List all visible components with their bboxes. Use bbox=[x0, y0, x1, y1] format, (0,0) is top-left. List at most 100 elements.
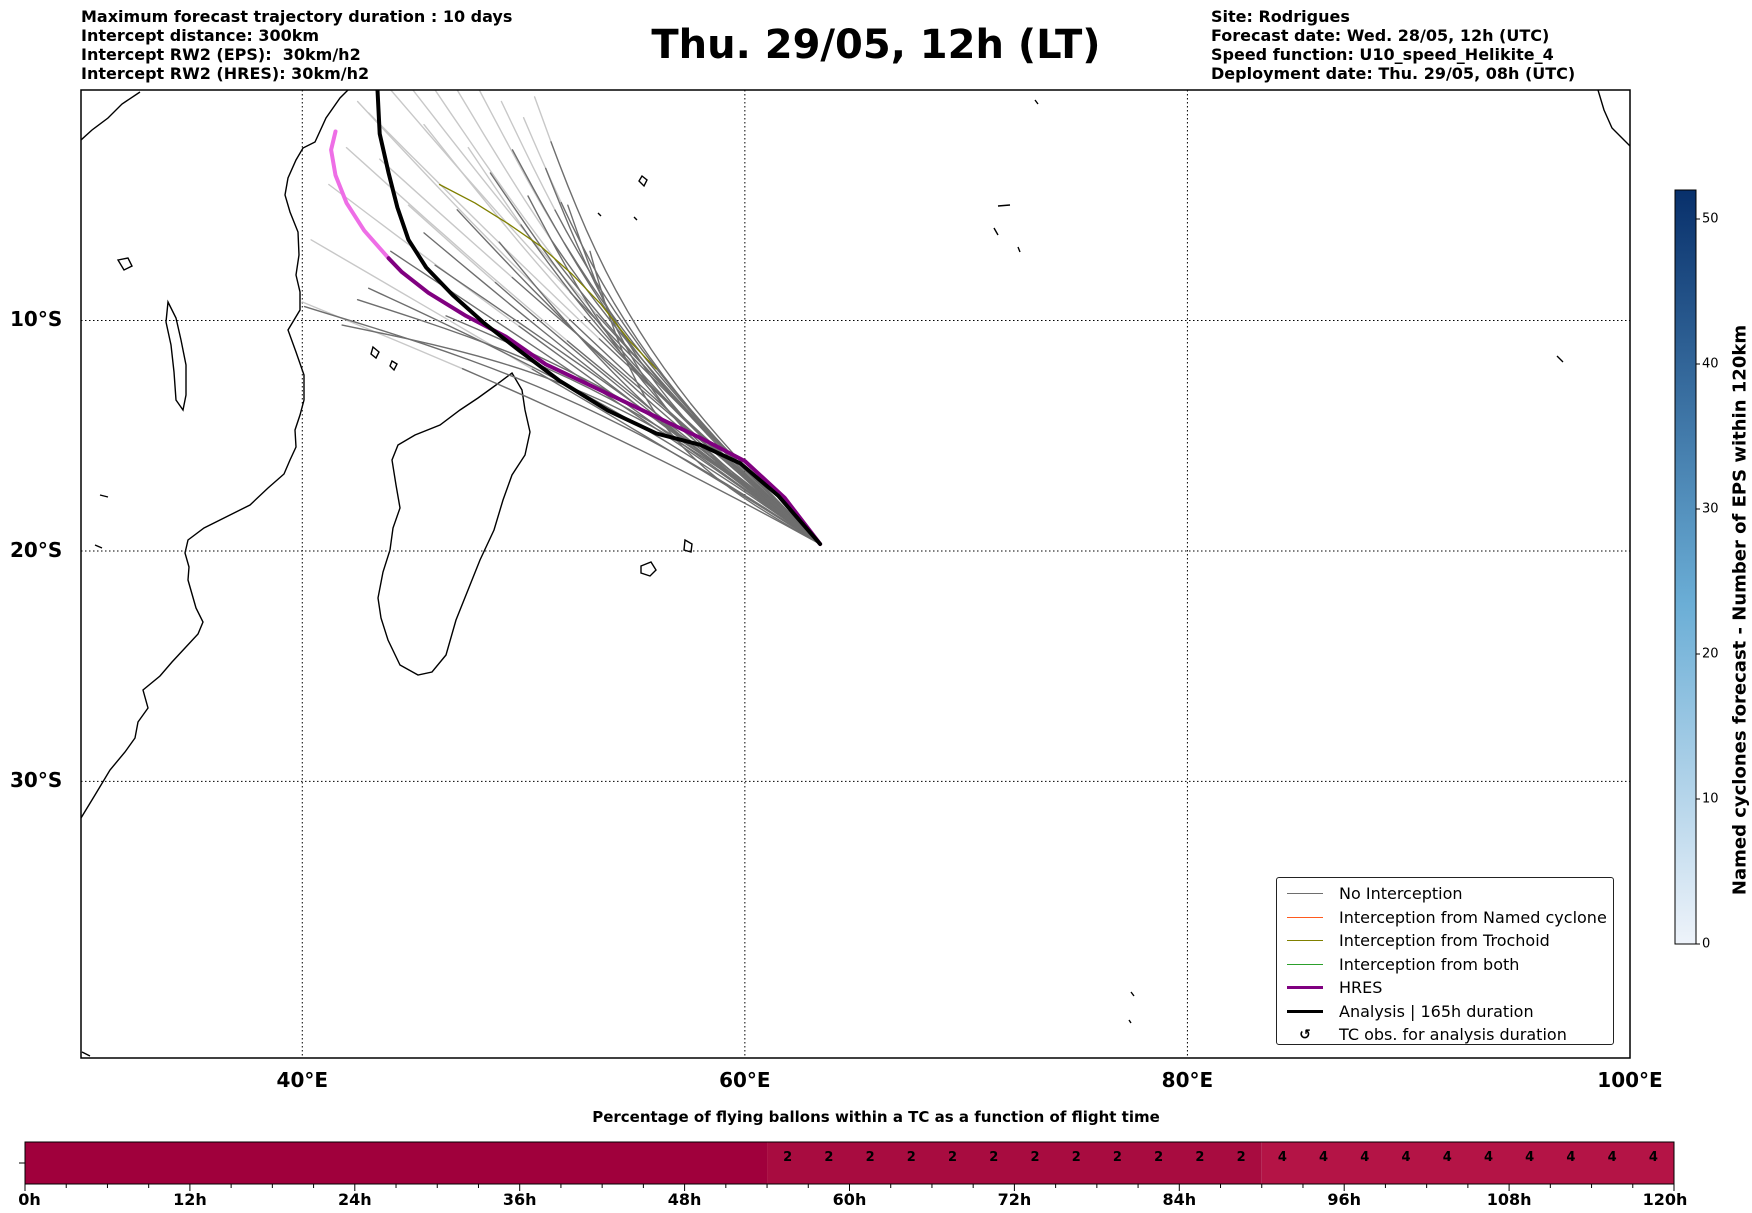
site-text: Site: Rodrigues bbox=[1211, 7, 1350, 26]
ensemble-track bbox=[527, 195, 821, 545]
legend-line bbox=[1287, 916, 1323, 918]
ensemble-track bbox=[511, 149, 821, 545]
small-islands bbox=[81, 99, 1564, 1057]
legend-item: Interception from Named cyclone bbox=[1277, 906, 1613, 930]
flight-time-label: 108h bbox=[1486, 1190, 1532, 1209]
percentage-cell-value: 2 bbox=[1071, 1150, 1081, 1165]
legend-line bbox=[1287, 893, 1323, 895]
legend-label: Analysis | 165h duration bbox=[1339, 1001, 1534, 1021]
ensemble-track-faded bbox=[423, 123, 586, 318]
colorbar-label: Named cyclones forecast - Number of EPS … bbox=[1729, 324, 1751, 896]
comoros-island bbox=[370, 345, 380, 360]
flight-time-label: 60h bbox=[832, 1190, 867, 1209]
ensemble-track-faded bbox=[345, 146, 569, 342]
header-right: Site: Rodrigues Forecast date: Wed. 28/0… bbox=[1211, 7, 1575, 83]
ensemble-track-faded bbox=[301, 301, 464, 370]
percentage-segment bbox=[767, 1142, 1262, 1184]
ensemble-track bbox=[498, 241, 821, 545]
africa-coastline bbox=[81, 90, 349, 819]
percentage-cell-value: 2 bbox=[948, 1150, 958, 1165]
legend-line-swatch bbox=[1285, 893, 1325, 895]
longitude-label: 80°E bbox=[1161, 1068, 1214, 1092]
percentage-cell-value: 4 bbox=[1607, 1150, 1617, 1165]
percentage-cell-value: 2 bbox=[1112, 1150, 1122, 1165]
legend-line bbox=[1287, 963, 1323, 965]
flight-time-label: 24h bbox=[337, 1190, 372, 1209]
flight-time-label: 96h bbox=[1327, 1190, 1362, 1209]
colorbar-tick-label: 30 bbox=[1702, 501, 1719, 517]
lake-outline bbox=[165, 299, 187, 412]
percentage-cell-value: 4 bbox=[1525, 1150, 1535, 1165]
ensemble-track-faded bbox=[467, 146, 522, 226]
percentage-cell-value: 2 bbox=[1195, 1150, 1205, 1165]
percentage-cell-value: 4 bbox=[1401, 1150, 1411, 1165]
chagos-islands bbox=[993, 204, 1021, 253]
ensemble-track bbox=[545, 167, 821, 545]
percentage-cell-value: 4 bbox=[1648, 1150, 1658, 1165]
ensemble-track-faded bbox=[533, 96, 552, 143]
reunion-island bbox=[640, 561, 657, 577]
legend-line-swatch bbox=[1285, 916, 1325, 918]
mayotte-island bbox=[389, 359, 398, 372]
mauritius-island bbox=[683, 538, 693, 553]
percentage-bar-title: Percentage of flying ballons within a TC… bbox=[592, 1108, 1160, 1126]
legend-item: HRES bbox=[1277, 976, 1613, 1000]
intercept-distance-text: Intercept distance: 300km bbox=[81, 26, 320, 45]
percentage-bar bbox=[19, 1141, 1675, 1191]
percentage-cell-value: 2 bbox=[1236, 1150, 1246, 1165]
ensemble-track-faded bbox=[328, 183, 520, 327]
ensemble-track-faded bbox=[390, 90, 571, 294]
lake-outline-2 bbox=[116, 257, 133, 271]
legend-label: HRES bbox=[1339, 978, 1383, 998]
ensemble-track-faded bbox=[434, 90, 556, 261]
ensemble-track bbox=[461, 368, 821, 545]
legend-item: Interception from Trochoid bbox=[1277, 929, 1613, 953]
red-sea-coast bbox=[81, 91, 141, 141]
flight-time-label: 36h bbox=[502, 1190, 537, 1209]
flight-time-label: 120h bbox=[1642, 1190, 1688, 1209]
colorbar-tick-label: 40 bbox=[1702, 356, 1719, 372]
flight-time-label: 84h bbox=[1162, 1190, 1197, 1209]
indonesia-coast bbox=[1597, 90, 1630, 147]
ensemble-track bbox=[520, 224, 821, 545]
percentage-cell-value: 2 bbox=[824, 1150, 834, 1165]
deployment-date-text: Deployment date: Thu. 29/05, 08h (UTC) bbox=[1211, 64, 1576, 83]
map bbox=[80, 89, 1631, 1059]
percentage-cell-value: 4 bbox=[1566, 1150, 1576, 1165]
ensemble-track bbox=[390, 250, 821, 545]
hres-track bbox=[386, 256, 823, 546]
ensemble-track bbox=[303, 305, 821, 545]
percentage-segments bbox=[25, 1142, 1674, 1184]
percentage-segment bbox=[1261, 1142, 1674, 1184]
flight-time-label: 12h bbox=[173, 1190, 207, 1209]
ensemble-track-faded bbox=[522, 117, 562, 204]
legend-line-swatch bbox=[1285, 963, 1325, 965]
legend-item: Analysis | 165h duration bbox=[1277, 1000, 1613, 1024]
legend-label: Interception from Named cyclone bbox=[1339, 907, 1607, 927]
percentage-cell-value: 2 bbox=[783, 1150, 793, 1165]
trochoid-interception-track bbox=[438, 183, 657, 370]
percentage-segment bbox=[25, 1142, 768, 1184]
legend-label: No Interception bbox=[1339, 884, 1463, 904]
map-gridlines bbox=[81, 90, 1630, 1058]
percentage-cell-value: 4 bbox=[1360, 1150, 1370, 1165]
ensemble-track bbox=[368, 287, 821, 545]
map-frame bbox=[80, 89, 1631, 1059]
percentage-cell-value: 2 bbox=[906, 1150, 916, 1165]
colorbar-tick-label: 20 bbox=[1702, 646, 1719, 662]
percentage-cell-value: 2 bbox=[1154, 1150, 1164, 1165]
ensemble-track bbox=[550, 141, 821, 545]
intercept-hres-text: Intercept RW2 (HRES): 30km/h2 bbox=[81, 64, 370, 83]
longitude-label: 100°E bbox=[1597, 1068, 1663, 1092]
colorbar-tick-marks bbox=[1696, 218, 1700, 945]
percentage-cell-value: 2 bbox=[1030, 1150, 1040, 1165]
ensemble-track bbox=[589, 250, 821, 545]
longitude-label: 40°E bbox=[276, 1068, 329, 1092]
legend-label: Interception from both bbox=[1339, 954, 1520, 974]
percentage-cell-value: 4 bbox=[1277, 1150, 1287, 1165]
analysis-track bbox=[375, 90, 823, 546]
legend-item: Interception from both bbox=[1277, 953, 1613, 977]
ensemble-track-faded bbox=[500, 100, 556, 211]
ensemble-track-faded bbox=[407, 204, 497, 284]
legend-label: Interception from Trochoid bbox=[1339, 931, 1550, 951]
